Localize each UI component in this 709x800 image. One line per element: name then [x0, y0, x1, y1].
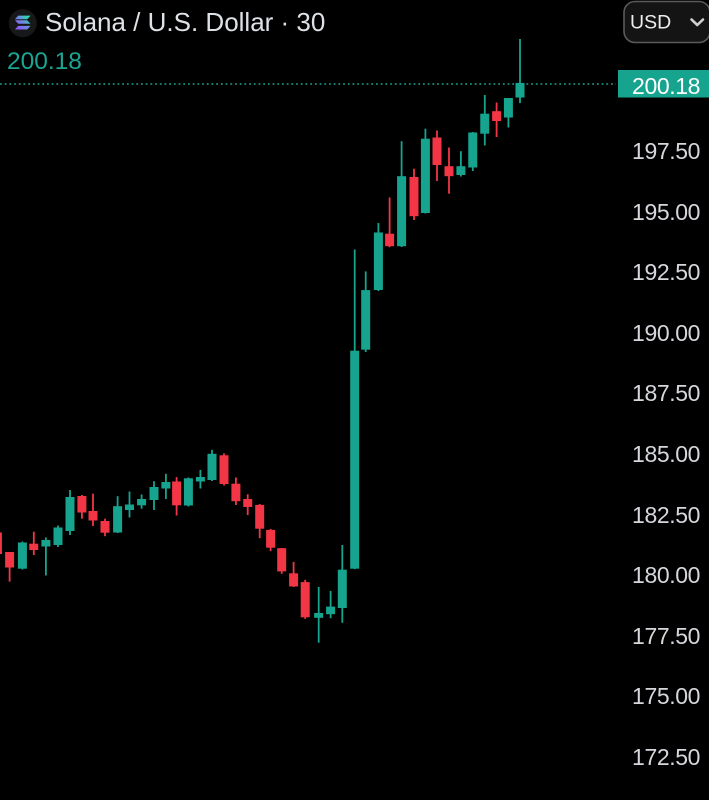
svg-text:Solana / U.S. Dollar · 30: Solana / U.S. Dollar · 30 [45, 7, 325, 37]
svg-text:180.00: 180.00 [632, 562, 700, 588]
svg-text:175.00: 175.00 [632, 683, 700, 709]
svg-text:195.00: 195.00 [632, 199, 700, 225]
svg-text:USD: USD [630, 12, 671, 34]
svg-text:182.50: 182.50 [632, 502, 700, 528]
svg-text:197.50: 197.50 [632, 138, 700, 164]
svg-text:185.00: 185.00 [632, 441, 700, 467]
svg-text:190.00: 190.00 [632, 320, 700, 346]
svg-text:200.18: 200.18 [7, 48, 82, 75]
svg-text:200.18: 200.18 [632, 73, 700, 99]
svg-text:192.50: 192.50 [632, 259, 700, 285]
svg-text:177.50: 177.50 [632, 623, 700, 649]
svg-text:187.50: 187.50 [632, 380, 700, 406]
svg-text:172.50: 172.50 [632, 744, 700, 770]
